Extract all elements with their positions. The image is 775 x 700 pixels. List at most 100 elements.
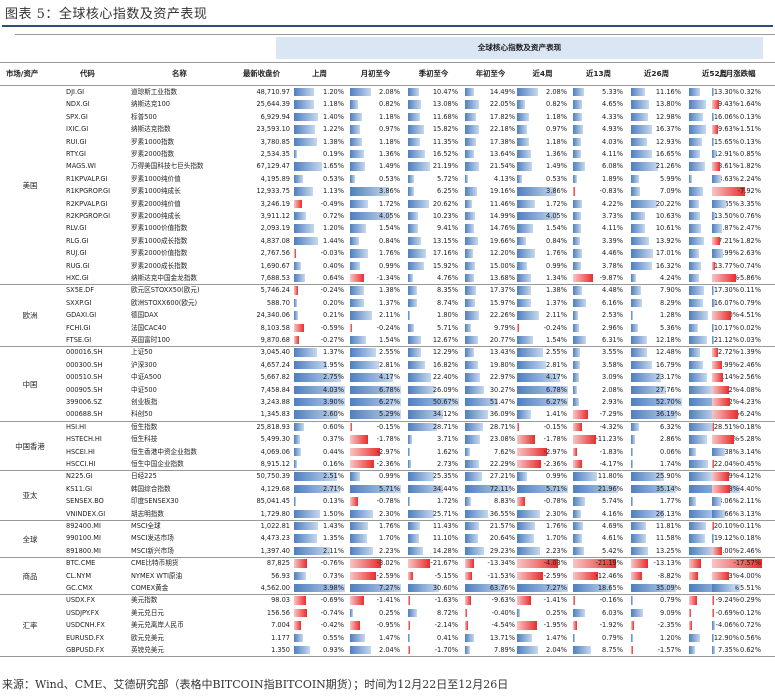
perf-cell: 29.23% (464, 545, 517, 557)
positive-bar (689, 212, 701, 221)
perf-value: 1.76% (546, 249, 567, 258)
perf-cell: 13.64% (464, 148, 517, 160)
positive-bar (350, 348, 376, 357)
negative-bar (517, 571, 544, 580)
perf-value: 16.07% (713, 298, 739, 307)
perf-cell: 4.76% (407, 272, 460, 284)
perf-value: 17.37% (489, 286, 515, 295)
perf-value: -1.64% (737, 100, 761, 109)
perf-cell: 21.54% (464, 160, 517, 172)
positive-bar (408, 472, 434, 481)
perf-cell: 1.18% (293, 98, 346, 110)
perf-cell: 2.93% (572, 396, 625, 408)
perf-value: 21.96% (597, 484, 623, 493)
negative-bar (689, 621, 693, 630)
perf-value: 1.18% (546, 137, 567, 146)
perf-cell: 14.28% (407, 545, 460, 557)
perf-value: -2.59% (543, 571, 567, 580)
negative-bar (294, 323, 305, 332)
perf-cell: 7.27% (516, 582, 569, 594)
perf-value: 12.72% (713, 348, 739, 357)
perf-value: 14.49% (489, 88, 515, 96)
asset-code: IXIC.GI (66, 125, 89, 134)
positive-bar (712, 336, 714, 345)
perf-value: 1.37% (323, 348, 344, 357)
perf-cell: 11.43% (407, 520, 460, 532)
perf-cell: 4.11% (572, 148, 625, 160)
perf-cell: 1.35% (293, 532, 346, 544)
perf-cell: -0.78% (349, 495, 402, 507)
negative-bar (712, 571, 729, 580)
market-label: 中国香港 (15, 441, 45, 451)
positive-bar (712, 621, 715, 630)
perf-value: -1.41% (543, 596, 567, 605)
perf-cell: 1.50% (293, 508, 346, 520)
negative-bar (712, 236, 720, 246)
positive-bar (631, 137, 648, 146)
perf-value: 0.55% (323, 633, 344, 642)
positive-bar (408, 162, 430, 171)
positive-bar (294, 174, 303, 184)
positive-bar (408, 460, 411, 469)
perf-value: 17.30% (713, 286, 739, 295)
positive-bar (517, 584, 568, 593)
positive-bar (408, 311, 410, 320)
positive-bar (465, 323, 472, 332)
negative-bar (465, 621, 468, 630)
perf-value: -12.46% (595, 571, 623, 580)
perf-value: 0.19% (323, 150, 344, 158)
positive-bar (350, 261, 361, 270)
perf-cell: -1.64% (711, 98, 763, 110)
perf-value: 15.82% (432, 125, 458, 134)
perf-value: 0.99% (379, 472, 400, 481)
positive-bar (350, 224, 366, 233)
asset-name: MSCI全球 (131, 522, 161, 530)
row-divider (0, 520, 775, 521)
perf-value: 72.11% (489, 484, 515, 493)
perf-cell: 3.63% (688, 173, 741, 185)
row-divider (0, 557, 775, 559)
perf-value: 8.06% (718, 497, 739, 506)
perf-cell: 1.49% (349, 160, 402, 172)
perf-value: 15.65% (713, 137, 739, 146)
perf-value: -4.00% (737, 571, 761, 580)
table-row: IXIC.GI 纳斯达克指数 23,593.10 1.22% 0.97% 15.82% 22… (0, 123, 775, 135)
positive-bar (408, 497, 410, 506)
col-header-0: 市场/资产 (6, 69, 39, 78)
perf-value: 30.27% (489, 385, 515, 394)
perf-cell: 26.13% (630, 508, 683, 520)
perf-value: 2.04% (546, 646, 567, 654)
perf-value: 27.21% (489, 472, 515, 481)
positive-bar (408, 385, 435, 394)
positive-bar (465, 348, 474, 357)
asset-code: GC.CMX (66, 584, 93, 592)
perf-cell: -2.14% (407, 619, 460, 631)
perf-cell: 12.67% (407, 334, 460, 346)
perf-value: 22.05% (489, 100, 515, 109)
perf-value: 12.93% (655, 137, 681, 146)
perf-value: 8.72% (437, 608, 458, 617)
perf-value: 6.78% (546, 385, 567, 394)
perf-cell: -11.23% (572, 433, 625, 445)
asset-name: 恒生指数 (131, 422, 158, 431)
perf-cell: 6.08% (572, 160, 625, 172)
perf-cell: 16.32% (630, 260, 683, 272)
perf-value: 13.64% (489, 150, 515, 158)
table-row: SX5E.DF 欧元区STOXX50(欧元) 5,746.24 -0.24% 1.38%… (0, 284, 775, 296)
perf-cell: 2.11% (516, 309, 569, 321)
perf-cell: 0.02% (711, 322, 763, 334)
negative-bar (350, 274, 364, 283)
last-close: 7,688.53 (260, 274, 290, 282)
perf-value: 2.47% (740, 224, 761, 233)
last-close: 3,243.88 (260, 398, 290, 406)
perf-value: 13.43% (489, 348, 515, 357)
positive-bar (689, 509, 720, 518)
perf-cell: 5.71% (516, 483, 569, 495)
negative-bar (712, 187, 745, 196)
perf-value: 25.90% (655, 472, 681, 481)
perf-cell: 2.53% (572, 309, 625, 321)
perf-cell: 13.08% (407, 98, 460, 110)
perf-value: 0.02% (740, 323, 761, 332)
perf-cell: 0.82% (349, 98, 402, 110)
perf-value: -2.59% (376, 571, 400, 580)
